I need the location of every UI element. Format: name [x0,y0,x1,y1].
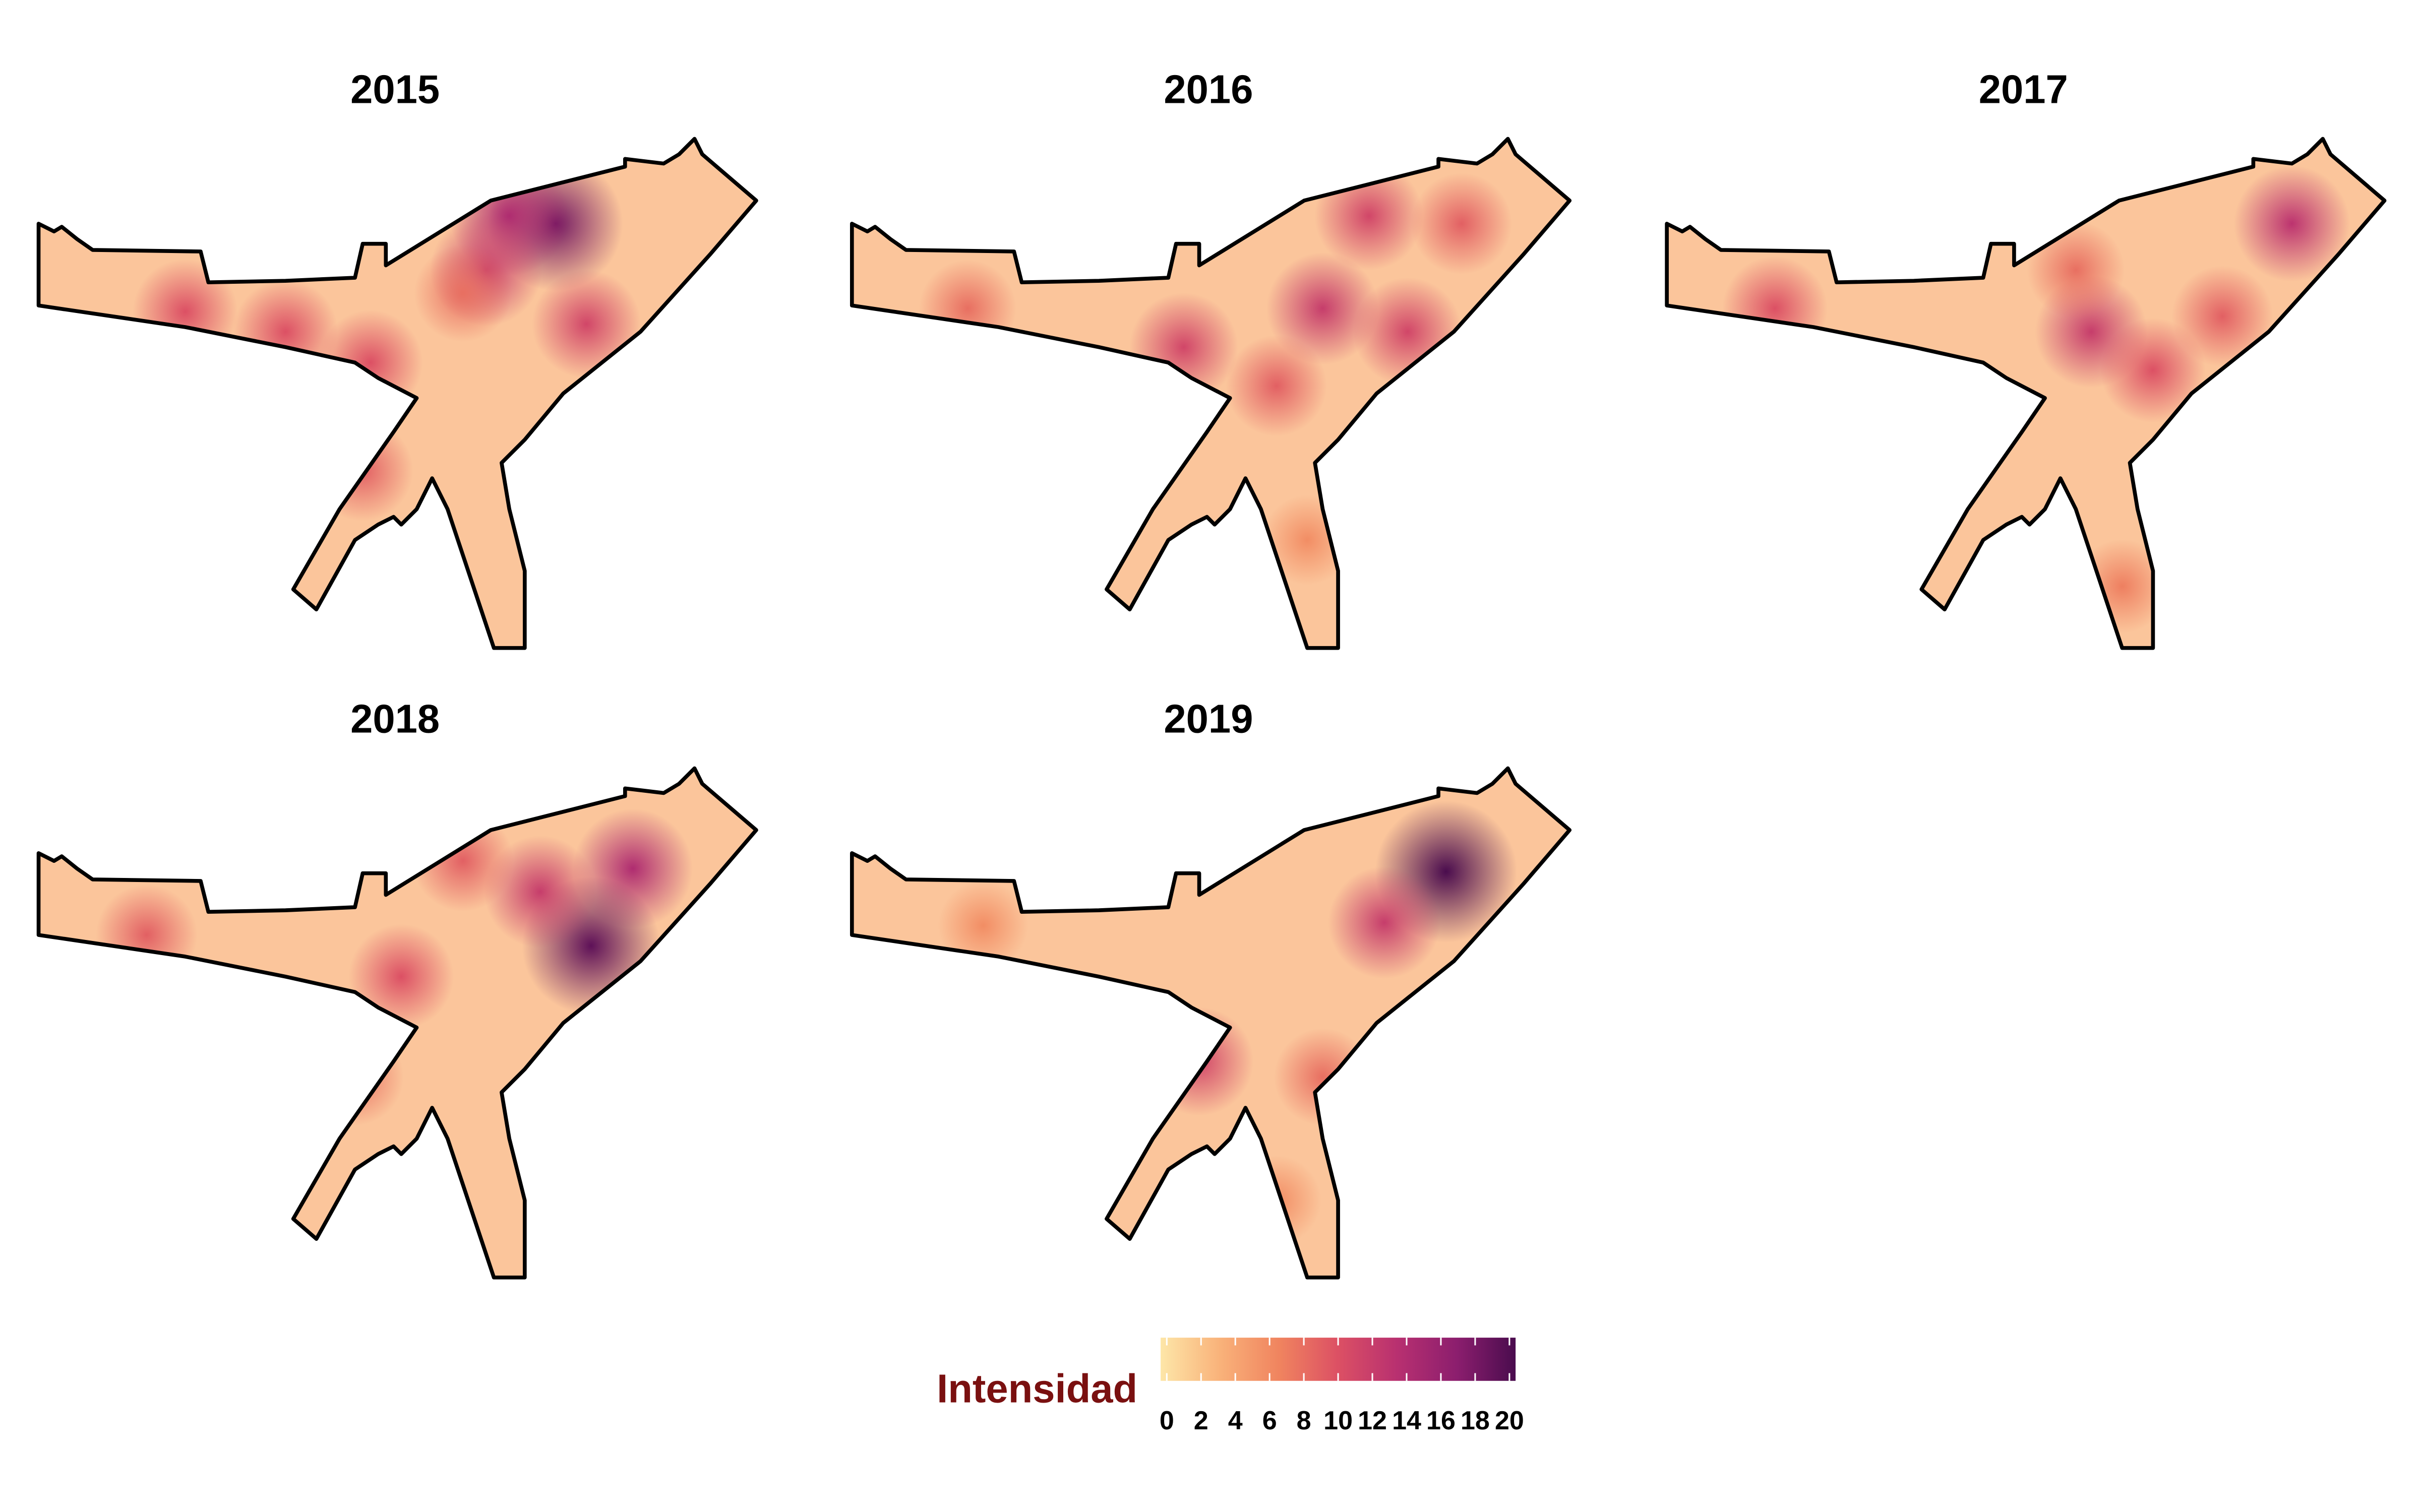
panel-title: 2016 [1164,67,1253,112]
legend-tick-label: 0 [1160,1406,1174,1435]
legend-tick-label: 4 [1228,1406,1243,1435]
hotspot [2100,318,2206,423]
legend-tick-label: 6 [1262,1406,1277,1435]
hotspot [2233,165,2350,282]
map-outline [1665,137,2387,650]
map-outline [850,766,1572,1280]
map-outline [36,137,758,650]
legend-tick-label: 16 [1426,1406,1456,1435]
map-outline [36,766,758,1280]
hotspot [233,279,338,385]
panel-title: 2018 [350,697,440,741]
density-base [1667,139,2385,648]
legend-tick-label: 20 [1495,1406,1524,1435]
panel-title: 2017 [1979,67,2068,112]
density-layer [852,768,1570,1278]
legend-tick-label: 2 [1194,1406,1208,1435]
hotspot [919,260,1017,357]
hotspot [312,420,413,522]
map-panel: 2017 [1665,67,2387,650]
legend-tick-label: 10 [1323,1406,1353,1435]
hotspot [1722,256,1828,361]
hotspot [1411,173,1512,275]
density-layer [38,139,756,648]
hotspot [2171,266,2273,367]
hotspot [532,270,641,379]
hotspot [1274,1028,1372,1126]
legend: Intensidad 0 2 4 6 8 10 12 14 16 18 20 [937,1338,1524,1435]
hotspot [348,924,454,1029]
hotspot [414,244,512,342]
hotspot [306,1028,404,1126]
map-panel: 2016 [850,67,1572,650]
map-panel: 2019 [850,697,1572,1280]
map-outline [850,137,1572,650]
hotspot [2027,221,2125,319]
hotspot [133,259,238,364]
map-panel: 2015 [36,67,758,650]
hotspot [1129,293,1238,402]
density-base [38,139,756,648]
hotspot [412,810,514,912]
hotspot [96,884,198,986]
density-layer [852,139,1570,648]
legend-title: Intensidad [937,1366,1137,1411]
hotspot [1266,252,1379,365]
density-base [852,139,1570,648]
legend-tick-label: 12 [1358,1406,1387,1435]
hotspot [1226,335,1327,436]
legend-tick-label: 8 [1297,1406,1311,1435]
hotspot [1328,866,1441,979]
legend-tick-label: 18 [1461,1406,1490,1435]
density-layer [1667,139,2385,648]
density-layer [38,768,756,1278]
hotspot [1231,1155,1322,1246]
legend-tick-label: 14 [1392,1406,1421,1435]
hotspot [318,310,423,415]
panel-title: 2019 [1164,697,1253,741]
panel-title: 2015 [350,67,440,112]
hotspot [938,880,1028,971]
hotspot [1144,1007,1254,1116]
map-panel: 2018 [36,697,758,1280]
